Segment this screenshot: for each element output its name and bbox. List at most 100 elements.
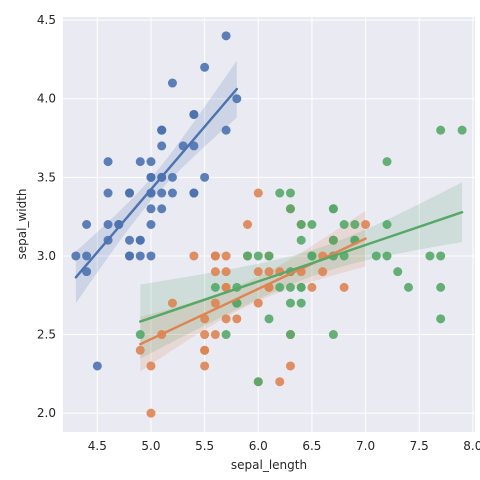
regression-line bbox=[139, 210, 464, 323]
data-point bbox=[125, 235, 135, 245]
data-point bbox=[307, 251, 317, 261]
y-tick-label: 3.5 bbox=[37, 170, 56, 184]
data-point bbox=[221, 31, 231, 41]
data-point bbox=[436, 251, 446, 261]
data-point bbox=[157, 125, 167, 135]
data-point bbox=[135, 330, 145, 340]
data-point bbox=[328, 330, 338, 340]
data-point bbox=[339, 220, 349, 229]
data-point bbox=[457, 125, 467, 135]
data-point bbox=[264, 267, 274, 277]
x-axis-label: sepal_length bbox=[231, 458, 307, 472]
data-point bbox=[296, 282, 306, 292]
data-point bbox=[125, 188, 135, 198]
data-point bbox=[157, 204, 167, 214]
regression-lines bbox=[74, 87, 464, 346]
data-point bbox=[210, 330, 220, 340]
y-tick-labels: 2.0 2.5 3.0 3.5 4.0 4.5 bbox=[37, 13, 56, 420]
data-point bbox=[157, 188, 167, 198]
data-point bbox=[339, 282, 349, 292]
data-point bbox=[146, 172, 156, 182]
x-tick-label: 5.0 bbox=[141, 439, 160, 453]
data-point bbox=[253, 267, 263, 277]
data-point bbox=[135, 157, 145, 167]
x-tick-label: 7.5 bbox=[410, 439, 429, 453]
data-point bbox=[103, 220, 113, 229]
data-point bbox=[189, 109, 199, 119]
data-point bbox=[243, 251, 253, 261]
data-point bbox=[285, 282, 295, 292]
data-point bbox=[200, 345, 210, 355]
data-point bbox=[82, 220, 92, 229]
y-tick-label: 3.0 bbox=[37, 249, 56, 263]
data-point bbox=[146, 251, 156, 261]
data-point bbox=[71, 251, 81, 261]
data-point bbox=[221, 251, 231, 261]
regression-line bbox=[139, 237, 367, 346]
data-point bbox=[221, 330, 231, 340]
data-point bbox=[221, 125, 231, 135]
data-point bbox=[285, 330, 295, 340]
data-point bbox=[103, 188, 113, 198]
data-point bbox=[167, 172, 177, 182]
data-point bbox=[275, 188, 285, 198]
data-point bbox=[382, 157, 392, 167]
data-point bbox=[146, 157, 156, 167]
data-point bbox=[253, 298, 263, 308]
data-point bbox=[253, 377, 263, 387]
data-point bbox=[200, 330, 210, 340]
data-point bbox=[296, 220, 306, 229]
data-point bbox=[125, 251, 135, 261]
x-tick-label: 6.0 bbox=[249, 439, 268, 453]
data-point bbox=[318, 267, 328, 277]
data-point bbox=[285, 298, 295, 308]
data-point bbox=[328, 204, 338, 214]
y-tick-label: 4.5 bbox=[37, 13, 56, 27]
regression-line bbox=[74, 87, 239, 279]
y-axis-label: sepal_width bbox=[15, 188, 29, 259]
data-point bbox=[200, 361, 210, 371]
data-point bbox=[210, 251, 220, 261]
data-point bbox=[210, 267, 220, 277]
data-point bbox=[232, 94, 242, 104]
data-point bbox=[403, 282, 413, 292]
data-point bbox=[135, 251, 145, 261]
data-point bbox=[436, 282, 446, 292]
data-point bbox=[253, 251, 263, 261]
data-point bbox=[167, 188, 177, 198]
y-tick-label: 2.5 bbox=[37, 328, 56, 342]
data-point bbox=[425, 251, 435, 261]
plot-area bbox=[63, 17, 475, 432]
data-point bbox=[92, 361, 102, 371]
data-point bbox=[253, 188, 263, 198]
data-point bbox=[243, 220, 253, 229]
data-point bbox=[221, 267, 231, 277]
data-point bbox=[382, 251, 392, 261]
data-point bbox=[436, 314, 446, 324]
data-point bbox=[114, 220, 124, 229]
data-point bbox=[275, 282, 285, 292]
data-point bbox=[328, 235, 338, 245]
data-point bbox=[103, 157, 113, 167]
data-point bbox=[371, 251, 381, 261]
data-point bbox=[393, 267, 403, 277]
data-point bbox=[350, 220, 360, 229]
x-tick-label: 5.5 bbox=[195, 439, 214, 453]
data-point bbox=[264, 251, 274, 261]
data-point bbox=[200, 172, 210, 182]
data-point bbox=[167, 78, 177, 88]
x-tick-label: 7.0 bbox=[356, 439, 375, 453]
data-point bbox=[189, 188, 199, 198]
data-point bbox=[264, 314, 274, 324]
data-point bbox=[285, 204, 295, 214]
data-point bbox=[285, 188, 295, 198]
data-point bbox=[167, 298, 177, 308]
data-point bbox=[82, 251, 92, 261]
data-point bbox=[296, 235, 306, 245]
data-point bbox=[157, 141, 167, 151]
data-point bbox=[436, 125, 446, 135]
x-tick-labels: 4.5 5.0 5.5 6.0 6.5 7.0 7.5 8.0 bbox=[88, 439, 480, 453]
data-point bbox=[200, 62, 210, 72]
data-point bbox=[146, 361, 156, 371]
data-point bbox=[221, 314, 231, 324]
